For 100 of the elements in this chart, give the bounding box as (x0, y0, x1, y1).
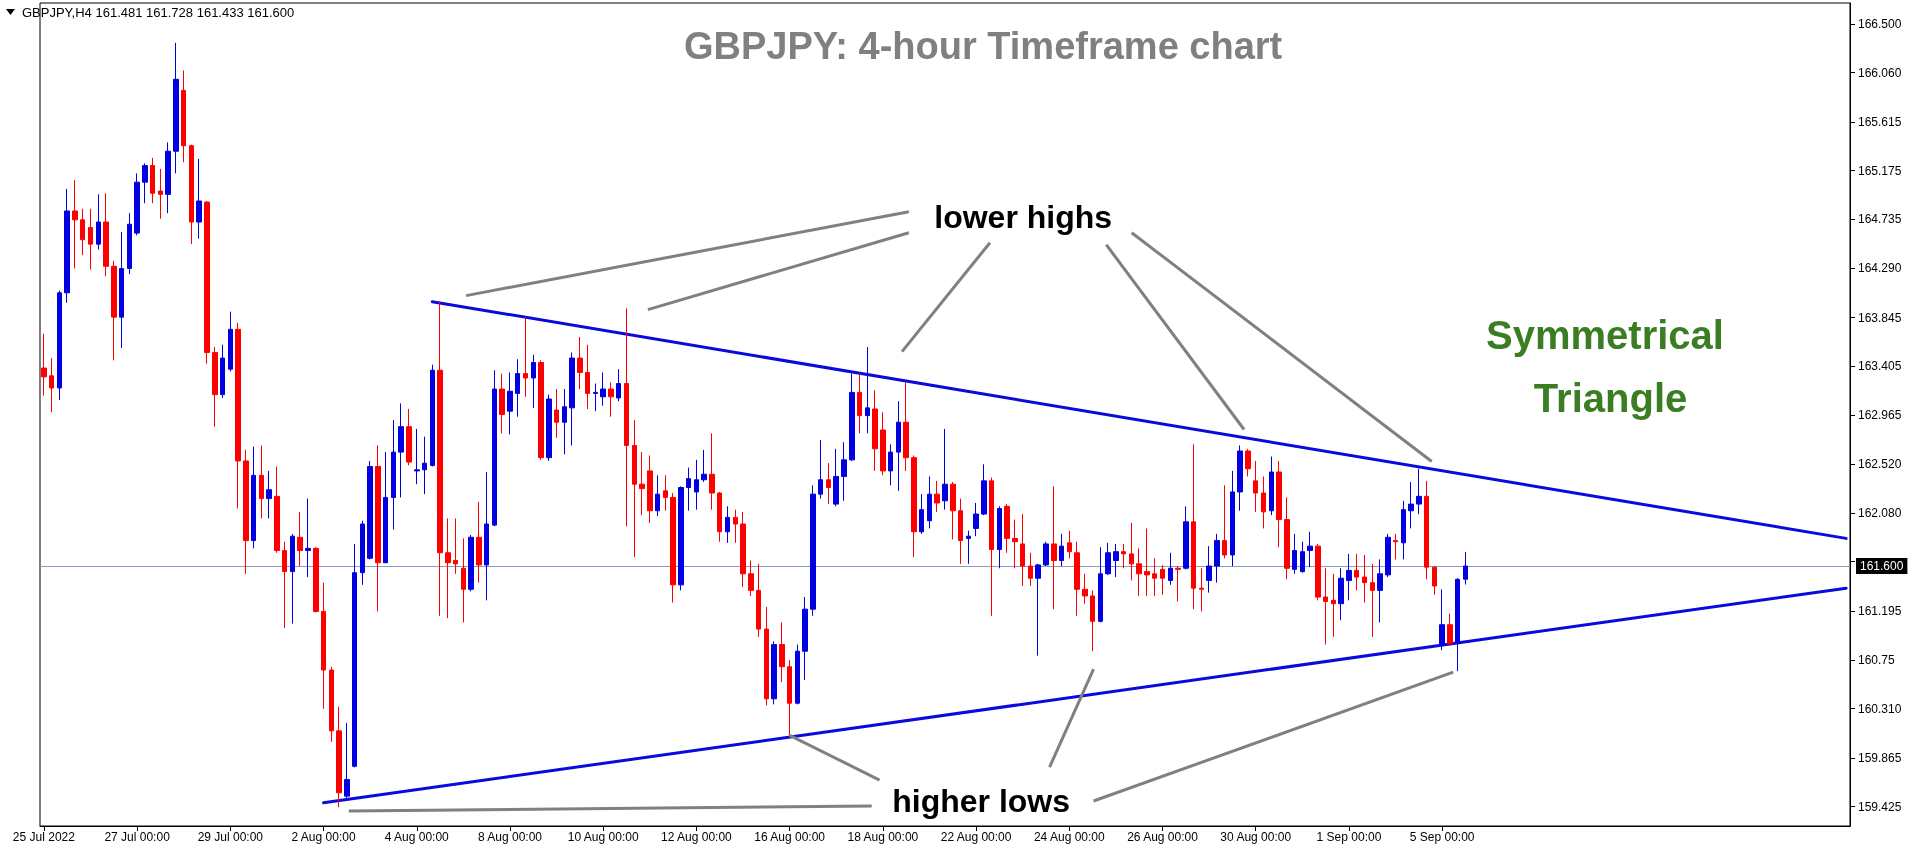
candlestick (515, 358, 520, 418)
candlestick (1105, 542, 1111, 576)
candlestick (499, 373, 505, 434)
candlestick (1121, 543, 1126, 569)
candlestick (1237, 444, 1243, 512)
y-tick-label: 164.290 (1858, 261, 1902, 276)
candlestick (1408, 481, 1414, 529)
x-tick-label: 2 Aug 00:00 (291, 830, 356, 844)
candlestick (41, 333, 47, 397)
candlestick (678, 485, 684, 591)
candlestick (119, 231, 124, 349)
text: GBPJPY: 4-hour Timeframe chart (683, 24, 1283, 67)
candlestick (220, 344, 225, 399)
candlestick (958, 498, 963, 565)
candlestick (344, 722, 350, 799)
candlestick (1090, 589, 1095, 652)
candlestick (849, 373, 855, 462)
candlestick (639, 451, 645, 516)
candlestick (398, 402, 404, 498)
candlestick (981, 463, 987, 516)
candlestick (1307, 531, 1313, 568)
candlestick (103, 192, 109, 277)
candlestick (173, 42, 179, 174)
candlestick (1035, 563, 1041, 657)
candlestick (927, 475, 932, 529)
candlestick (756, 563, 761, 638)
candlestick (1276, 460, 1282, 548)
candlestick (577, 336, 583, 390)
y-tick-label: 162.965 (1858, 408, 1902, 423)
candlestick (142, 162, 148, 204)
candlestick (329, 666, 334, 743)
candlestick (903, 381, 909, 472)
candlestick (1136, 547, 1142, 597)
candlestick (282, 541, 287, 629)
candlestick (1113, 543, 1119, 578)
candlestick (468, 534, 474, 592)
candlestick (251, 446, 256, 549)
candlestick (934, 480, 940, 513)
candlestick (670, 492, 676, 604)
x-tick-label: 8 Aug 00:00 (477, 830, 543, 844)
candlestick (787, 659, 792, 736)
candlestick (1393, 533, 1398, 560)
candlestick (150, 157, 155, 204)
candlestick (181, 69, 186, 163)
annotation: lower highs (934, 198, 1113, 235)
candlestick (911, 454, 917, 558)
y-tick-label: 160.310 (1858, 701, 1902, 716)
x-tick-label: 18 Aug 00:00 (847, 830, 919, 844)
candlestick (1331, 573, 1336, 638)
candlestick (492, 369, 497, 527)
candlestick (1269, 456, 1274, 516)
candlestick (96, 193, 101, 251)
candlestick (189, 144, 194, 245)
candlestick (406, 408, 412, 466)
candlestick (72, 179, 78, 269)
candlestick (476, 501, 482, 584)
y-tick-label: 162.520 (1858, 457, 1902, 472)
candlestick (919, 493, 924, 535)
candlestick (64, 188, 70, 304)
candlestick (274, 465, 280, 554)
candlestick (1028, 552, 1033, 587)
y-tick-label: 164.735 (1858, 212, 1902, 227)
candlestick (562, 388, 567, 455)
candlestick (383, 451, 388, 564)
x-tick-label: 16 Aug 00:00 (754, 830, 826, 844)
y-tick-label: 159.865 (1858, 750, 1902, 765)
candlestick (1199, 567, 1204, 612)
candlestick (313, 546, 319, 614)
candlestick (865, 346, 870, 434)
candlestick (531, 354, 536, 409)
candlestick (259, 444, 264, 519)
candlestick (663, 474, 668, 512)
candlestick (111, 260, 117, 361)
candlestick (422, 436, 427, 495)
candlestick (966, 530, 971, 565)
candlestick (1315, 543, 1321, 601)
candlestick (1447, 613, 1453, 647)
candlestick (375, 444, 381, 612)
candlestick (569, 352, 575, 446)
candlestick (1129, 522, 1134, 581)
candlestick (616, 368, 621, 402)
candlestick (336, 706, 342, 808)
x-tick-label: 29 Jul 00:00 (197, 830, 264, 844)
annotation: higher lows (892, 783, 1071, 820)
candlestick (243, 449, 249, 575)
y-tick-label: 160.75 (1858, 653, 1896, 668)
candlestick (554, 388, 559, 439)
candlestick (1253, 460, 1258, 513)
candlestick (1098, 546, 1103, 623)
candlestick (888, 443, 893, 486)
candlestick (942, 428, 948, 511)
y-tick-label: 159.425 (1858, 799, 1902, 814)
candlestick (1222, 484, 1227, 559)
candlestick (1370, 563, 1375, 638)
candlestick (1416, 468, 1422, 515)
candlestick (1300, 541, 1305, 574)
candlestick (127, 212, 132, 275)
candlestick (1059, 533, 1064, 567)
candlestick (134, 172, 140, 236)
candlestick (1377, 558, 1383, 623)
